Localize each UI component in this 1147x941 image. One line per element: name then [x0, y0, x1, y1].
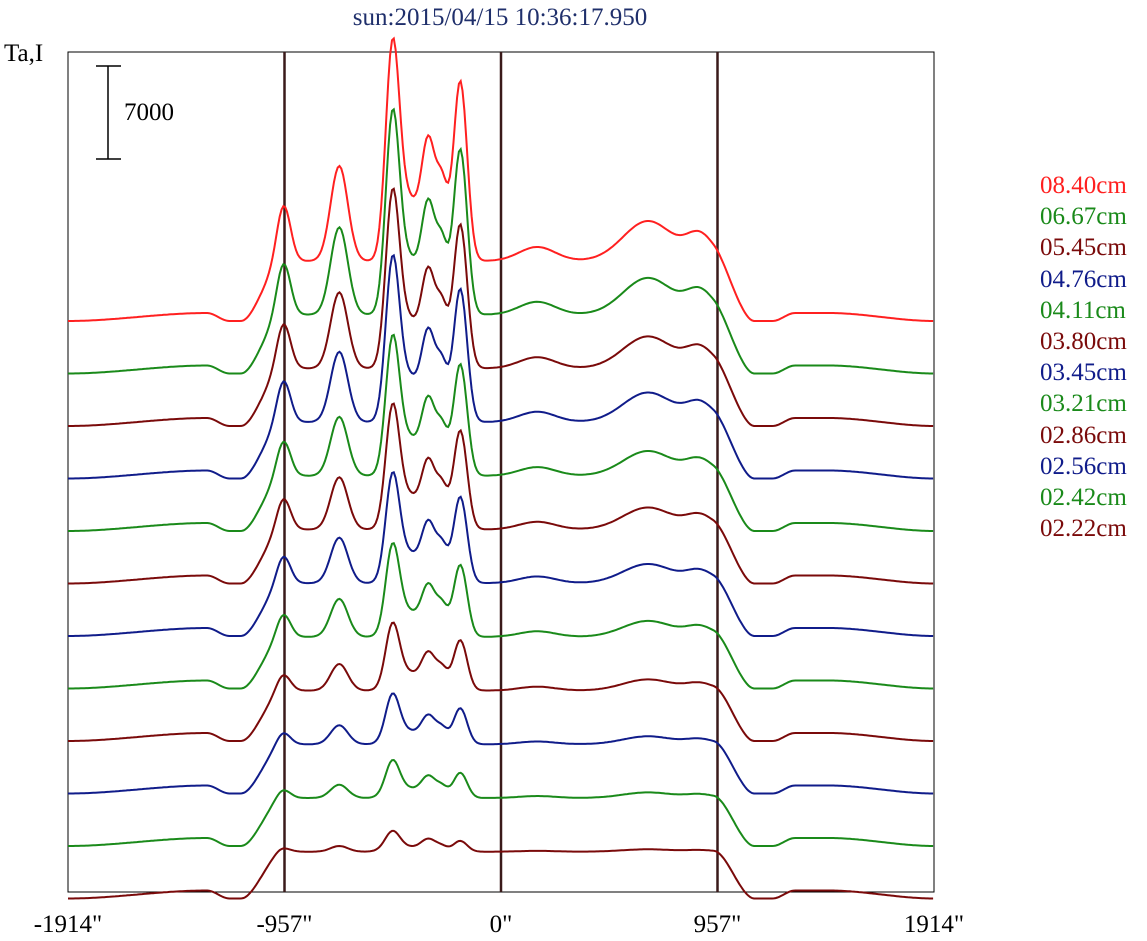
trace-02-42cm: [68, 758, 934, 847]
chart-title: sun:2015/04/15 10:36:17.950: [352, 4, 648, 31]
legend-item: 05.45cm: [1040, 234, 1127, 262]
legend-item: 02.22cm: [1040, 515, 1127, 543]
x-tick-label: 0": [490, 911, 513, 938]
legend-item: 06.67cm: [1040, 203, 1127, 231]
legend-item: 02.56cm: [1040, 452, 1127, 480]
legend-item: 04.76cm: [1040, 265, 1127, 293]
scale-bar: 7000: [96, 65, 174, 160]
vertical-markers: [283, 52, 719, 892]
legend-item: 03.80cm: [1040, 328, 1127, 356]
trace-08-40cm: [68, 36, 934, 322]
legend-item: 02.42cm: [1040, 484, 1127, 512]
x-tick-label: -1914": [34, 911, 103, 938]
trace-04-76cm: [68, 253, 934, 480]
trace-04-11cm: [68, 333, 934, 532]
x-tick-labels: -1914" -957" 0" 957" 1914": [34, 911, 964, 938]
trace-03-21cm: [68, 541, 934, 690]
series-traces: [68, 36, 934, 900]
trace-05-45cm: [68, 187, 934, 427]
x-tick-label: 1914": [904, 911, 964, 938]
trace-03-80cm: [68, 402, 934, 585]
trace-02-86cm: [68, 621, 934, 742]
trace-02-22cm: [68, 829, 934, 900]
y-axis-label: Ta,I: [4, 40, 44, 67]
legend-item: 02.86cm: [1040, 421, 1127, 449]
x-tick-label: 957": [694, 911, 742, 938]
scale-bar-label: 7000: [124, 99, 174, 126]
x-tick-label: -957": [256, 911, 312, 938]
trace-06-67cm: [68, 107, 934, 375]
legend-item: 03.45cm: [1040, 359, 1127, 387]
legend-item: 08.40cm: [1040, 172, 1127, 199]
trace-02-56cm: [68, 692, 934, 795]
legend: 08.40cm 06.67cm 05.45cm 04.76cm 04.11cm 03.80…: [1040, 170, 1127, 544]
legend-item: 03.21cm: [1040, 390, 1127, 418]
trace-03-45cm: [68, 470, 934, 637]
legend-item: 04.11cm: [1040, 296, 1126, 324]
